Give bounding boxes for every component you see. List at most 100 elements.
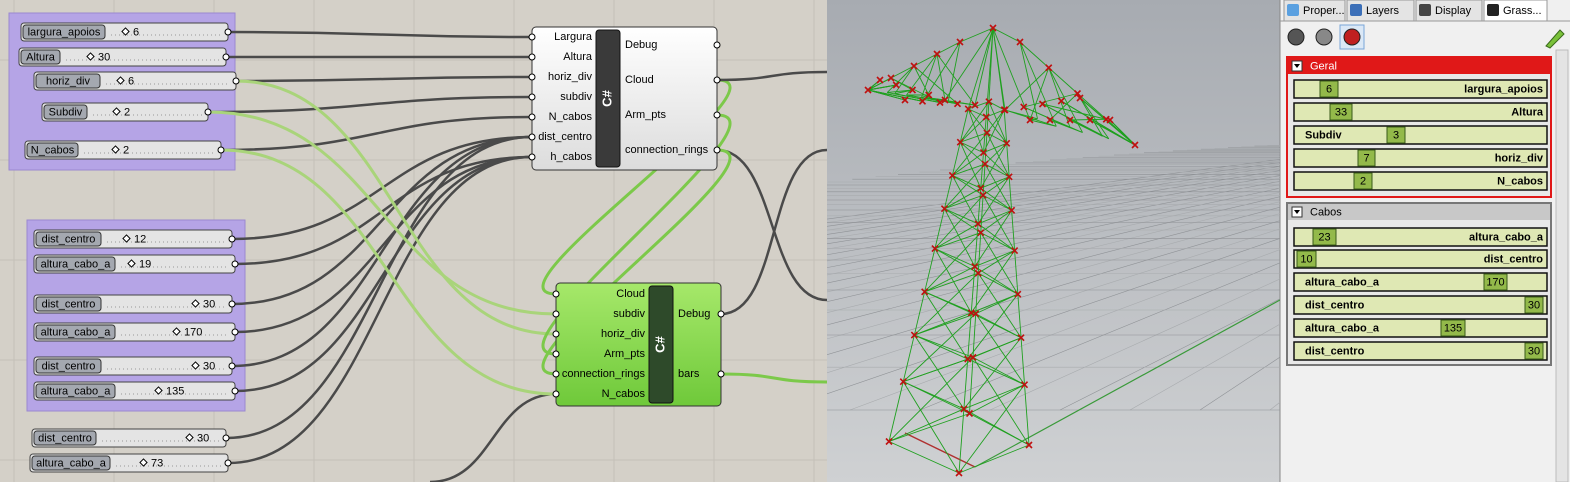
slider-grip[interactable] bbox=[127, 259, 136, 268]
panel-slider-name: altura_cabo_a bbox=[1469, 231, 1544, 243]
slider-grip[interactable] bbox=[112, 107, 121, 116]
slider-grip[interactable] bbox=[111, 145, 120, 154]
panel-layer: Proper... Layers Display Grass... Geral 6 larg… bbox=[1280, 0, 1570, 482]
panel-slider-handle[interactable] bbox=[1483, 273, 1508, 291]
slider-grip[interactable] bbox=[121, 27, 130, 36]
node-marker bbox=[974, 269, 982, 277]
tab-label[interactable]: Display bbox=[1435, 5, 1472, 17]
wire bbox=[429, 392, 557, 482]
member bbox=[974, 210, 1013, 267]
panel-slider[interactable] bbox=[1293, 79, 1548, 99]
panel-slider-handle[interactable] bbox=[1386, 126, 1406, 144]
wire bbox=[234, 155, 533, 266]
panel-slider[interactable] bbox=[1293, 295, 1548, 315]
member bbox=[960, 141, 984, 154]
output-port bbox=[713, 41, 721, 49]
panel-slider[interactable] bbox=[1293, 249, 1548, 269]
floor-grid bbox=[827, 159, 1280, 220]
member bbox=[1017, 294, 1022, 338]
input-label: h_cabos bbox=[550, 151, 592, 163]
member bbox=[934, 248, 972, 314]
member bbox=[944, 194, 984, 210]
member bbox=[969, 384, 1025, 414]
panel-slider-name: dist_centro bbox=[1484, 253, 1544, 265]
input-port bbox=[528, 153, 536, 161]
node-marker bbox=[1057, 97, 1065, 105]
node-marker bbox=[971, 101, 979, 109]
node-marker bbox=[972, 310, 980, 318]
node-marker bbox=[940, 205, 949, 213]
member bbox=[969, 413, 1030, 446]
panel-slider-handle[interactable] bbox=[1357, 149, 1376, 167]
node-marker bbox=[885, 437, 893, 446]
node-marker bbox=[953, 100, 962, 108]
member bbox=[867, 89, 906, 101]
panel-slider-handle[interactable] bbox=[1319, 80, 1339, 98]
panel-slider[interactable] bbox=[1293, 341, 1548, 361]
member bbox=[967, 108, 988, 134]
tab-icon bbox=[1287, 4, 1299, 16]
node-marker bbox=[936, 98, 944, 107]
panel-slider-name: altura_cabo_a bbox=[1305, 322, 1380, 334]
floor-grid bbox=[989, 278, 1280, 411]
panel-slider-handle[interactable] bbox=[1524, 342, 1544, 360]
member bbox=[934, 248, 979, 274]
slider-grip[interactable] bbox=[139, 458, 148, 467]
node-marker bbox=[1005, 173, 1013, 181]
node-marker bbox=[971, 262, 979, 271]
tab-icon bbox=[1350, 4, 1362, 16]
axis-y bbox=[904, 432, 976, 468]
slider-grip[interactable] bbox=[154, 386, 163, 395]
input-label: dist_centro bbox=[538, 131, 592, 143]
panel-slider-handle[interactable] bbox=[1329, 103, 1353, 121]
panel-slider-handle[interactable] bbox=[1312, 228, 1337, 246]
pencil-icon[interactable] bbox=[1545, 29, 1565, 49]
member bbox=[984, 163, 1013, 211]
tab-label[interactable]: Grass... bbox=[1503, 5, 1542, 17]
member bbox=[959, 141, 986, 165]
slider-grip[interactable] bbox=[116, 76, 125, 85]
panel-slider-handle[interactable] bbox=[1440, 319, 1466, 337]
panel-slider-handle[interactable] bbox=[1296, 250, 1317, 268]
node-marker bbox=[1066, 116, 1074, 124]
slider-grip[interactable] bbox=[172, 327, 181, 336]
panel-slider-value: 2 bbox=[1360, 175, 1366, 187]
slider-grip[interactable] bbox=[191, 361, 200, 370]
member bbox=[967, 108, 984, 153]
slider-grip[interactable] bbox=[86, 52, 95, 61]
panel-slider[interactable] bbox=[1293, 318, 1548, 338]
component[interactable] bbox=[555, 282, 722, 407]
wire bbox=[227, 155, 533, 465]
node-marker bbox=[910, 331, 918, 339]
member bbox=[968, 101, 990, 110]
slider-value: 6 bbox=[128, 75, 134, 87]
slider-grip[interactable] bbox=[122, 234, 131, 243]
slider-name: altura_cabo_a bbox=[41, 258, 112, 270]
slider-grip[interactable] bbox=[185, 433, 194, 442]
slider-name-box bbox=[35, 256, 116, 272]
panel-slider-handle[interactable] bbox=[1353, 172, 1373, 190]
panel-slider[interactable] bbox=[1293, 227, 1548, 247]
panel-slider-value: 170 bbox=[1486, 276, 1504, 288]
member bbox=[959, 108, 969, 143]
panel-slider[interactable] bbox=[1293, 125, 1548, 145]
panel-slider[interactable] bbox=[1293, 102, 1548, 122]
member bbox=[968, 108, 987, 118]
member bbox=[890, 65, 915, 79]
panel-slider-value: 10 bbox=[1300, 253, 1312, 265]
scrollbar[interactable] bbox=[1555, 49, 1569, 482]
slider-grip[interactable] bbox=[191, 299, 200, 308]
member bbox=[925, 41, 961, 98]
node-marker bbox=[864, 86, 872, 94]
member bbox=[1023, 93, 1078, 108]
node-marker bbox=[1026, 116, 1034, 124]
output-port bbox=[232, 77, 240, 85]
node-marker bbox=[1014, 290, 1022, 298]
panel-slider[interactable] bbox=[1293, 148, 1548, 168]
wire bbox=[234, 155, 533, 393]
tab-label[interactable]: Layers bbox=[1366, 5, 1400, 17]
tab-label[interactable]: Proper... bbox=[1303, 5, 1345, 17]
member bbox=[894, 65, 915, 95]
member bbox=[959, 116, 987, 143]
panel-slider-handle[interactable] bbox=[1524, 296, 1544, 314]
